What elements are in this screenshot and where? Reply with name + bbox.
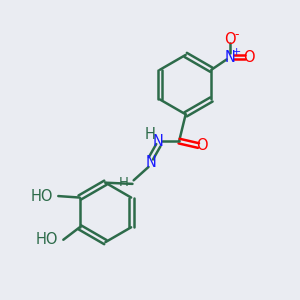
Text: H: H (119, 176, 129, 189)
Text: N: N (146, 155, 156, 170)
Text: O: O (243, 50, 255, 65)
Text: N: N (153, 134, 164, 148)
Text: -: - (234, 28, 238, 40)
Text: H: H (145, 127, 155, 142)
Text: HO: HO (35, 232, 58, 247)
Text: +: + (232, 47, 241, 57)
Text: HO: HO (30, 189, 53, 204)
Text: O: O (224, 32, 236, 47)
Text: O: O (196, 138, 208, 153)
Text: N: N (224, 50, 235, 65)
